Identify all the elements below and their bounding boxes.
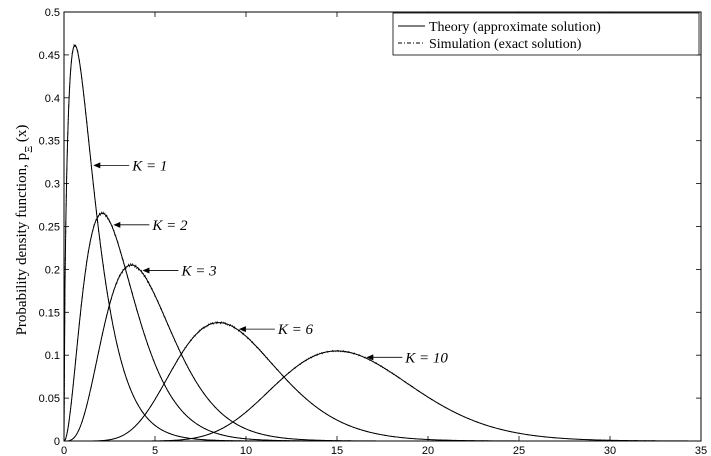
x-tick-label: 30 [604, 445, 616, 456]
arrowhead-k1 [93, 162, 101, 169]
x-tick-label: 15 [331, 445, 343, 456]
x-tick-label: 20 [422, 445, 434, 456]
arrowhead-k3 [142, 267, 150, 274]
annotation-label-k1: K = 1 [131, 158, 167, 174]
series-theory-k1 [63, 44, 701, 442]
y-tick-label: 0.1 [45, 350, 60, 362]
y-axis-label: Probability density function, pΞ (x) [14, 125, 35, 336]
series-theory-k2 [63, 212, 701, 442]
y-tick-label: 0.4 [45, 93, 60, 105]
annotation-label-k6: K = 6 [277, 322, 314, 338]
legend-box [392, 12, 700, 56]
y-tick-label: 0.5 [45, 7, 60, 19]
axes-layer: 0 5 10 15 20 25 30 35 0 0.05 0.1 0.15 0.2 0.25 0.3 0.35… [39, 7, 708, 456]
legend-entry-1: Simulation (exact solution) [429, 37, 582, 52]
legend: Theory (approximate solution) Simulation … [392, 12, 700, 56]
y-tick-label: 0.25 [39, 222, 60, 234]
series-theory-k10 [64, 350, 701, 442]
curves-layer [63, 43, 701, 442]
y-tick-label: 0.05 [39, 393, 60, 405]
arrowhead-k10 [366, 354, 374, 361]
x-tick-label: 35 [695, 445, 707, 456]
arrowhead-k2 [113, 221, 121, 228]
series-theory-k3 [64, 264, 701, 442]
annotations-layer: K = 1 K = 2 K = 3 K = 6 K = 10 [93, 158, 448, 366]
series-simulation-k6 [64, 320, 701, 442]
x-tick-label: 25 [513, 445, 525, 456]
y-tick-label: 0 [54, 436, 60, 448]
arrowhead-k6 [238, 326, 246, 333]
y-tick-label: 0.2 [45, 264, 60, 276]
y-tick-label: 0.45 [39, 50, 60, 62]
annotation-label-k10: K = 10 [404, 350, 448, 366]
annotation-label-k2: K = 2 [151, 218, 188, 234]
annotation-label-k3: K = 3 [180, 264, 216, 280]
y-tick-label: 0.15 [39, 307, 60, 319]
series-simulation-k2 [63, 211, 701, 442]
y-tick-label: 0.3 [45, 179, 60, 191]
series-simulation-k1 [63, 43, 701, 442]
x-tick-label: 5 [152, 445, 158, 456]
x-tick-label: 10 [240, 445, 252, 456]
x-tick-label: 0 [61, 445, 67, 456]
legend-entry-0: Theory (approximate solution) [429, 20, 601, 35]
series-theory-k6 [64, 322, 701, 442]
series-simulation-k10 [64, 349, 701, 442]
series-simulation-k3 [64, 262, 701, 442]
y-tick-label: 0.35 [39, 136, 60, 148]
